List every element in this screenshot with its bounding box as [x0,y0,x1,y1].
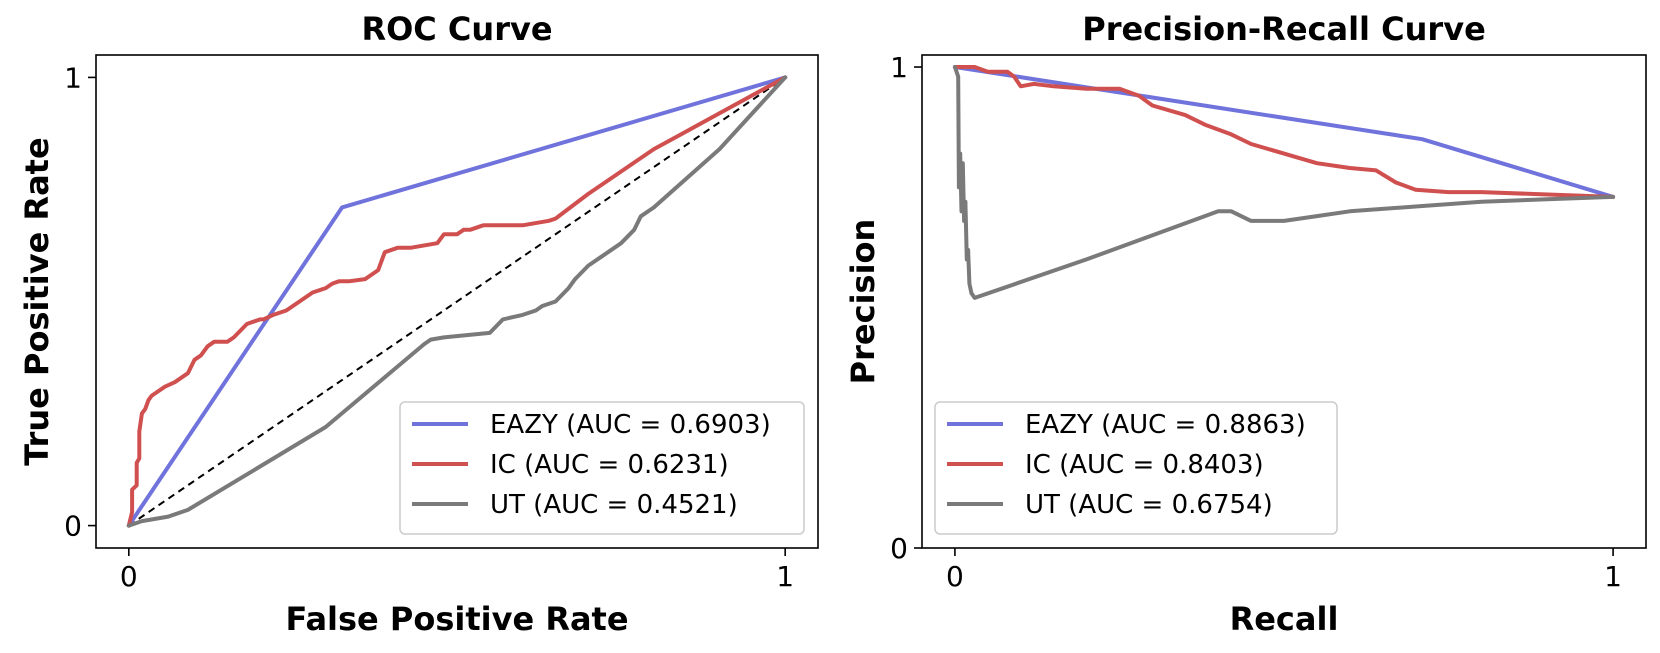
y-tick-label: 0 [64,510,82,543]
legend: EAZY (AUC = 0.6903) IC (AUC = 0.6231) UT (… [399,401,805,535]
y-tick-label: 1 [64,61,82,94]
chart-title: Precision-Recall Curve [1082,10,1486,48]
x-axis-label: Recall [1230,600,1339,638]
axes-frame [95,54,819,549]
x-tick-label: 0 [120,560,138,593]
series-line-ic [126,75,788,528]
series-line-eazy [952,65,1616,199]
legend-entry-ut: UT (AUC = 0.4521) [490,490,738,520]
x-tick-label: 1 [1604,560,1622,593]
y-tick-label: 0 [890,532,908,565]
x-axis-label: False Positive Rate [285,600,628,638]
legend-box [399,401,805,535]
legend-box [934,401,1338,535]
legend-entry-ic: IC (AUC = 0.8403) [1025,450,1264,480]
chart-title: ROC Curve [361,10,552,48]
chance-diagonal-line [128,76,786,527]
y-axis-label: Precision [844,219,882,385]
series-line-ut [126,75,788,528]
legend-entry-ic: IC (AUC = 0.6231) [490,450,729,480]
chart-panel-1: ROC Curve 0 1 0 1 False Positive Rate True Pos… [18,10,819,638]
axes-frame [921,54,1647,549]
x-tick-label: 0 [946,560,964,593]
series-line-eazy [126,75,788,528]
legend: EAZY (AUC = 0.8863) IC (AUC = 0.8403) UT (… [934,401,1338,535]
y-axis-label: True Positive Rate [18,137,56,465]
legend-entry-eazy: EAZY (AUC = 0.8863) [1025,410,1306,440]
chart-panel-2: Precision-Recall Curve 0 1 0 1 Recall Precisio… [844,10,1647,638]
x-tick-label: 1 [776,560,794,593]
series-line-ic [952,65,1616,199]
legend-entry-ut: UT (AUC = 0.6754) [1025,490,1273,520]
series-line-ut [952,65,1616,300]
legend-entry-eazy: EAZY (AUC = 0.6903) [490,410,771,440]
y-tick-label: 1 [890,51,908,84]
